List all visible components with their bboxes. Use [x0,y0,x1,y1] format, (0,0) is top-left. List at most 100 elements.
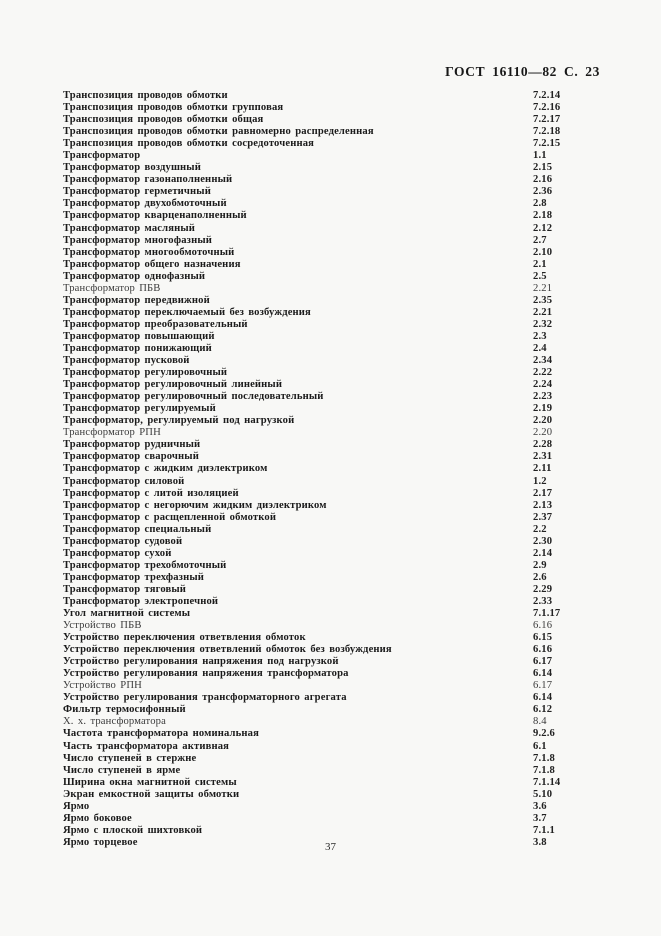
index-section-ref: 2.16 [533,174,553,186]
index-section-ref: 2.13 [533,499,553,511]
index-term: Устройство РПН [63,680,142,692]
index-term: Трансформатор многофазный [63,234,213,246]
index-section-ref: 2.10 [533,246,553,258]
index-section-ref: 2.31 [533,451,553,463]
index-section-ref: 6.14 [533,668,553,680]
index-section-ref: 2.20 [533,415,553,427]
index-row: Трансформатор регулируемый 2.19 [63,403,583,415]
index-section-ref: 2.22 [533,367,553,379]
index-row: Трансформатор с жидким диэлектриком 2.11 [63,463,583,475]
index-row: Устройство регулирования трансформаторно… [63,692,583,704]
index-row: Трансформатор с негорючим жидким диэлект… [63,500,583,512]
index-term: Трансформатор специальный [63,523,212,535]
index-section-ref: 2.3 [533,330,547,342]
index-section-ref: 2.37 [533,511,553,523]
index-row: Трансформатор с расщепленной обмоткой 2.3… [63,512,583,524]
index-term: Трансформатор ПБВ [63,282,161,294]
index-term: Трансформатор двухобмоточный [63,198,227,210]
index-list: Транспозиция проводов обмотки 7.2.14 Транс… [63,90,583,849]
index-term: Транспозиция проводов обмотки [63,90,228,101]
index-section-ref: 3.7 [533,812,547,824]
index-term: Трансформатор газонаполненный [63,174,233,186]
index-row: Трансформатор преобразовательный 2.32 [63,319,583,331]
index-section-ref: 2.14 [533,547,553,559]
index-row: Трансформатор электропечной 2.33 [63,596,583,608]
index-section-ref: 2.36 [533,186,553,198]
index-section-ref: 7.2.16 [533,102,561,114]
index-row: Трансформатор кварценаполненный 2.18 [63,210,583,222]
index-section-ref: 9.2.6 [533,728,555,740]
index-row: Устройство переключения ответвлений обмо… [63,644,583,656]
index-row: Трансформатор трехфазный 2.6 [63,572,583,584]
index-term: Трансформатор многообмоточный [63,246,235,258]
index-row: Трансформатор 1.1 [63,150,583,162]
index-section-ref: 7.2.18 [533,126,561,138]
index-term: Устройство регулирования напряжения под … [63,656,339,668]
index-term: Устройство переключения ответвлений обмо… [63,644,392,656]
index-section-ref: 2.30 [533,535,553,547]
index-term: Трансформатор регулируемый [63,403,216,415]
index-section-ref: 7.2.14 [533,90,561,101]
index-row: Трансформатор воздушный 2.15 [63,162,583,174]
index-row: Трансформатор многофазный 2.7 [63,235,583,247]
index-term: Фильтр термосифонный [63,704,186,716]
index-term: Трансформатор общего назначения [63,258,241,270]
index-row: Трансформатор регулировочный 2.22 [63,367,583,379]
index-term: Трансформатор регулировочный линейный [63,379,283,391]
index-row: Трансформатор сухой 2.14 [63,548,583,560]
index-term: Трансформатор электропечной [63,595,219,607]
index-section-ref: 2.35 [533,294,553,306]
index-row: Устройство регулирования напряжения тран… [63,668,583,680]
index-section-ref: 2.28 [533,439,553,451]
index-section-ref: 6.15 [533,632,553,644]
index-row: Трансформатор, регулируемый под нагрузко… [63,415,583,427]
page-number: 37 [325,841,336,853]
index-section-ref: 6.16 [533,644,553,656]
index-term: Трансформатор [63,150,141,162]
index-section-ref: 5.10 [533,788,553,800]
index-row: Транспозиция проводов обмотки 7.2.14 [63,90,583,102]
index-section-ref: 6.12 [533,704,553,716]
index-section-ref: 2.18 [533,210,553,222]
index-term: Трансформатор с литой изоляцией [63,487,239,499]
index-section-ref: 8.4 [533,716,547,728]
index-term: Ярмо [63,800,90,812]
index-row: Трансформатор газонаполненный 2.16 [63,174,583,186]
index-term: Трансформатор масляный [63,222,196,234]
index-section-ref: 2.9 [533,559,547,571]
index-term: Трансформатор трехфазный [63,571,205,583]
index-section-ref: 2.32 [533,318,553,330]
index-term: Часть трансформатора активная [63,740,230,752]
index-term: Транспозиция проводов обмотки равномерно… [63,126,374,138]
index-row: Ширина окна магнитной системы 7.1.14 [63,777,583,789]
index-row: Устройство ПБВ 6.16 [63,620,583,632]
index-section-ref: 7.2.17 [533,114,561,126]
index-term: Трансформатор регулировочный последовате… [63,391,324,403]
index-row: Трансформатор РПН 2.20 [63,427,583,439]
index-term: Трансформатор сухой [63,547,172,559]
index-section-ref: 1.1 [533,150,547,162]
index-term: Трансформатор передвижной [63,294,210,306]
index-term: Транспозиция проводов обмотки сосредоточ… [63,138,315,150]
index-row: Транспозиция проводов обмотки групповая 7… [63,102,583,114]
index-row: Трансформатор ПБВ 2.21 [63,283,583,295]
index-term: Трансформатор трехобмоточный [63,559,227,571]
index-section-ref: 6.17 [533,680,553,692]
index-term: Устройство переключения ответвления обмо… [63,632,306,644]
index-term: Трансформатор понижающий [63,342,212,354]
index-row: Транспозиция проводов обмотки общая 7.2.1… [63,114,583,126]
index-term: Трансформатор преобразовательный [63,318,248,330]
index-section-ref: 2.34 [533,355,553,367]
index-row: Устройство регулирования напряжения под … [63,656,583,668]
index-section-ref: 2.2 [533,523,547,535]
index-row: Х. х. трансформатора 8.4 [63,716,583,728]
index-term: Транспозиция проводов обмотки общая [63,114,264,126]
index-section-ref: 2.33 [533,595,553,607]
index-section-ref: 2.15 [533,162,553,174]
index-term: Трансформатор тяговый [63,583,187,595]
index-row: Трансформатор передвижной 2.35 [63,295,583,307]
index-row: Трансформатор однофазный 2.5 [63,271,583,283]
index-term: Трансформатор с жидким диэлектриком [63,463,268,475]
index-row: Трансформатор повышающий 2.3 [63,331,583,343]
